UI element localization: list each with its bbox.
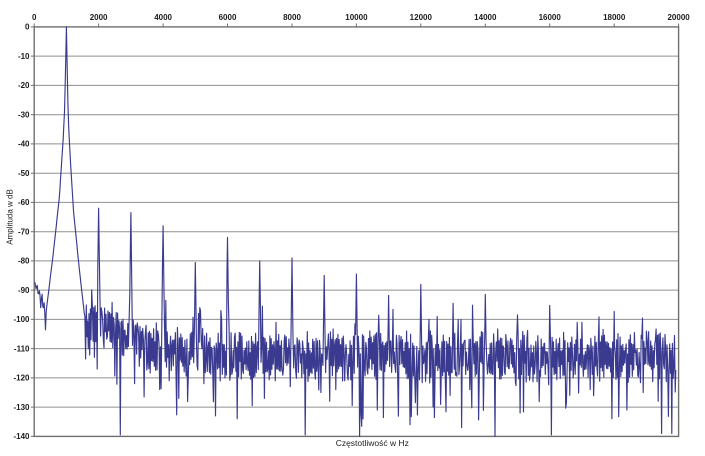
svg-text:-20: -20	[18, 81, 30, 90]
svg-text:-80: -80	[18, 257, 30, 266]
svg-text:0: 0	[32, 13, 37, 22]
svg-text:Częstotliwość w Hz: Częstotliwość w Hz	[336, 438, 409, 448]
svg-text:20000: 20000	[667, 13, 690, 22]
svg-text:-50: -50	[18, 169, 30, 178]
svg-text:8000: 8000	[283, 13, 301, 22]
svg-text:-100: -100	[13, 315, 30, 324]
svg-text:-70: -70	[18, 228, 30, 237]
svg-text:6000: 6000	[219, 13, 237, 22]
svg-text:-40: -40	[18, 140, 30, 149]
svg-text:-120: -120	[13, 374, 30, 383]
svg-text:2000: 2000	[90, 13, 108, 22]
svg-text:0: 0	[25, 23, 30, 32]
svg-text:-10: -10	[18, 52, 30, 61]
svg-text:-60: -60	[18, 198, 30, 207]
svg-text:12000: 12000	[410, 13, 433, 22]
svg-text:-90: -90	[18, 286, 30, 295]
svg-text:14000: 14000	[474, 13, 497, 22]
svg-text:-30: -30	[18, 111, 30, 120]
svg-text:4000: 4000	[154, 13, 172, 22]
svg-text:-110: -110	[14, 344, 30, 353]
svg-text:18000: 18000	[603, 13, 626, 22]
svg-text:10000: 10000	[345, 13, 368, 22]
svg-text:-130: -130	[13, 403, 30, 412]
svg-text:16000: 16000	[539, 13, 562, 22]
svg-text:-140: -140	[13, 432, 30, 441]
svg-text:Amplituda w dB: Amplituda w dB	[6, 189, 15, 245]
